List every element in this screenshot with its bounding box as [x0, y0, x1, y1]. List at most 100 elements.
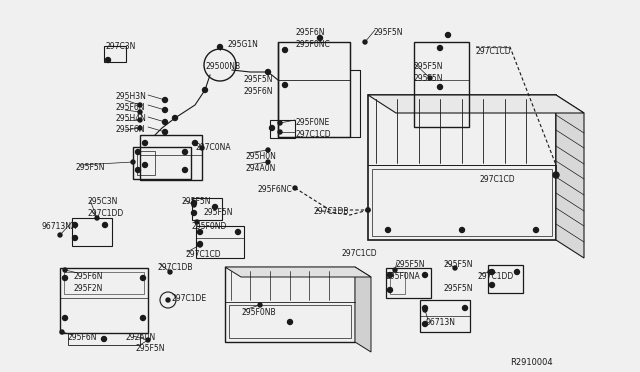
Circle shape	[192, 203, 196, 207]
Text: 295F5N: 295F5N	[414, 74, 444, 83]
Bar	[60, 268, 148, 333]
Bar	[420, 300, 470, 332]
Bar	[104, 46, 126, 62]
Circle shape	[236, 230, 241, 234]
Circle shape	[363, 40, 367, 44]
Text: 295F6N: 295F6N	[74, 272, 104, 281]
Bar	[488, 265, 523, 293]
Bar	[390, 272, 405, 294]
Text: 295F6N: 295F6N	[244, 87, 273, 96]
Text: 295H3N: 295H3N	[116, 92, 147, 101]
Polygon shape	[368, 95, 584, 113]
Bar	[368, 95, 556, 240]
Bar	[414, 42, 469, 127]
Text: 295H4N: 295H4N	[116, 114, 147, 123]
Text: R2910004: R2910004	[510, 358, 552, 367]
Circle shape	[438, 84, 442, 90]
Bar	[225, 267, 355, 342]
Circle shape	[460, 228, 465, 232]
Circle shape	[72, 222, 77, 228]
Text: 297C1DB: 297C1DB	[158, 263, 193, 272]
Circle shape	[488, 270, 492, 274]
Circle shape	[163, 108, 168, 112]
Circle shape	[423, 308, 427, 312]
Circle shape	[138, 103, 142, 107]
Bar	[278, 42, 350, 137]
Circle shape	[293, 186, 297, 190]
Text: 295F2N: 295F2N	[74, 284, 104, 293]
Bar	[192, 198, 222, 220]
Text: 295F5N: 295F5N	[135, 344, 164, 353]
Circle shape	[317, 35, 323, 41]
Text: 295F5N: 295F5N	[395, 260, 424, 269]
Text: 295F5N: 295F5N	[374, 28, 403, 37]
Circle shape	[385, 228, 390, 232]
Text: 295F6N: 295F6N	[116, 103, 145, 112]
Circle shape	[212, 205, 218, 209]
Text: 297C0NA: 297C0NA	[196, 143, 232, 152]
Polygon shape	[355, 267, 371, 352]
Circle shape	[163, 97, 168, 103]
Circle shape	[278, 130, 282, 134]
Circle shape	[453, 266, 457, 270]
Circle shape	[173, 115, 177, 121]
Bar	[68, 333, 140, 345]
Text: 96713NA: 96713NA	[42, 222, 77, 231]
Text: 295F5N: 295F5N	[444, 284, 474, 293]
Polygon shape	[225, 267, 371, 277]
Circle shape	[102, 222, 108, 228]
Circle shape	[200, 146, 204, 150]
Circle shape	[191, 211, 196, 215]
Text: 295H0N: 295H0N	[246, 152, 277, 161]
Circle shape	[202, 87, 207, 93]
Circle shape	[282, 83, 287, 87]
Circle shape	[266, 148, 270, 152]
Text: 295G1N: 295G1N	[228, 40, 259, 49]
Circle shape	[198, 243, 202, 247]
Circle shape	[163, 129, 168, 135]
Circle shape	[490, 282, 495, 288]
Circle shape	[218, 45, 223, 49]
Circle shape	[198, 241, 202, 247]
Circle shape	[258, 303, 262, 307]
Text: 297C1CD: 297C1CD	[480, 175, 516, 184]
Bar	[72, 218, 112, 246]
Text: 295F0NC: 295F0NC	[296, 40, 331, 49]
Circle shape	[266, 70, 271, 74]
Circle shape	[287, 320, 292, 324]
Bar	[270, 120, 295, 138]
Text: 295C3N: 295C3N	[87, 197, 117, 206]
Circle shape	[136, 150, 141, 154]
Circle shape	[515, 269, 520, 275]
Circle shape	[438, 45, 442, 51]
Circle shape	[422, 321, 428, 327]
Circle shape	[266, 160, 270, 164]
Circle shape	[422, 273, 428, 278]
Circle shape	[141, 315, 145, 321]
Circle shape	[490, 269, 495, 275]
Bar	[386, 268, 431, 298]
Circle shape	[138, 118, 142, 122]
Text: 297C1DD: 297C1DD	[478, 272, 515, 281]
Text: 297C1CD: 297C1CD	[185, 250, 221, 259]
Circle shape	[138, 110, 142, 114]
Bar	[133, 147, 191, 179]
Circle shape	[182, 167, 188, 173]
Circle shape	[195, 220, 199, 224]
Bar	[229, 305, 351, 338]
Circle shape	[553, 172, 559, 178]
Circle shape	[102, 337, 106, 341]
Bar	[196, 226, 244, 258]
Bar	[372, 169, 552, 236]
Circle shape	[182, 150, 188, 154]
Circle shape	[393, 268, 397, 272]
Text: 297C1CD: 297C1CD	[341, 249, 376, 258]
Circle shape	[193, 141, 198, 145]
Bar	[137, 151, 155, 175]
Bar	[64, 272, 144, 294]
Text: 297C1DB: 297C1DB	[314, 207, 349, 216]
Circle shape	[198, 230, 202, 234]
Circle shape	[63, 268, 67, 272]
Circle shape	[72, 235, 77, 241]
Text: 295F0NE: 295F0NE	[296, 118, 330, 127]
